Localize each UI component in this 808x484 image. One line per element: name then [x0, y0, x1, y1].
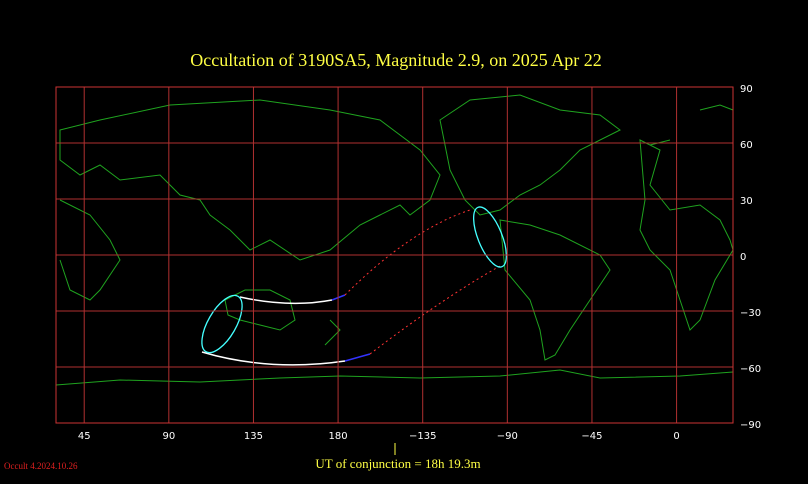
x-tick-label: 45 [78, 431, 91, 442]
x-tick-label: −90 [497, 431, 518, 442]
x-tick-label: 0 [673, 431, 679, 442]
y-tick-label: 60 [740, 140, 753, 151]
x-tick-label: 135 [244, 431, 263, 442]
y-tick-label: 30 [740, 196, 753, 207]
footer: UT of conjunction = 18h 19.3m [315, 456, 480, 471]
x-tick-label: −135 [409, 431, 436, 442]
x-tick-label: −45 [581, 431, 602, 442]
y-tick-label: 90 [740, 84, 753, 95]
occultation-path [201, 206, 508, 366]
chart-title: Occultation of 3190SA5, Magnitude 2.9, o… [190, 50, 601, 70]
y-tick-label: 0 [740, 252, 746, 263]
y-tick-label: −30 [740, 308, 761, 319]
map-frame [55, 86, 734, 424]
x-tick-label: 180 [329, 431, 348, 442]
y-tick-label: −90 [740, 420, 761, 431]
coastlines [55, 94, 734, 386]
y-tick-label: −60 [740, 364, 761, 375]
version: Occult 4.2024.10.26 [4, 461, 78, 471]
x-tick-label: 90 [162, 431, 175, 442]
